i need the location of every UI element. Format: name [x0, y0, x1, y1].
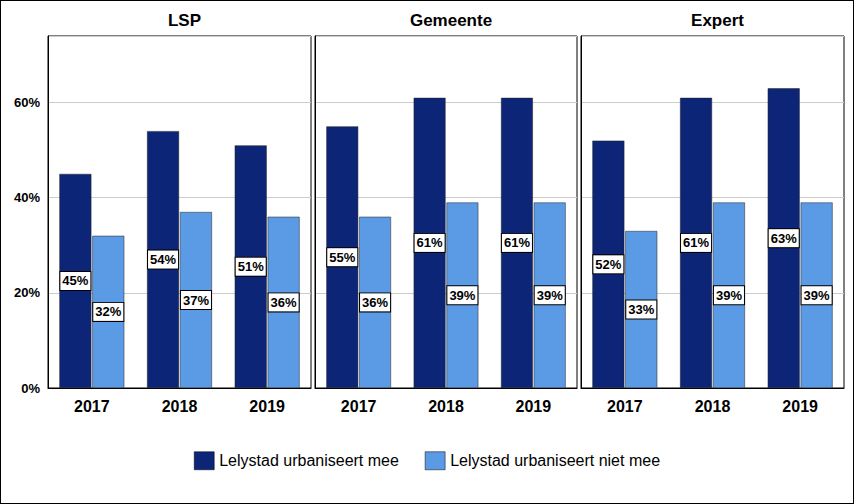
- svg-text:2019: 2019: [782, 398, 818, 415]
- svg-text:LSP: LSP: [168, 11, 201, 30]
- svg-text:2019: 2019: [516, 398, 552, 415]
- svg-text:32%: 32%: [95, 304, 121, 319]
- svg-text:Lelystad urbaniseert niet mee: Lelystad urbaniseert niet mee: [450, 452, 660, 469]
- svg-text:33%: 33%: [628, 302, 654, 317]
- svg-text:0%: 0%: [21, 381, 40, 396]
- svg-text:Gemeente: Gemeente: [410, 11, 492, 30]
- svg-text:61%: 61%: [683, 235, 709, 250]
- svg-text:37%: 37%: [183, 293, 209, 308]
- svg-text:39%: 39%: [804, 288, 830, 303]
- svg-text:2018: 2018: [162, 398, 198, 415]
- svg-text:61%: 61%: [504, 235, 530, 250]
- svg-text:63%: 63%: [771, 231, 797, 246]
- svg-text:45%: 45%: [62, 273, 88, 288]
- svg-text:2017: 2017: [341, 398, 377, 415]
- svg-text:52%: 52%: [595, 257, 621, 272]
- svg-text:Lelystad urbaniseert mee: Lelystad urbaniseert mee: [219, 452, 399, 469]
- svg-text:55%: 55%: [329, 250, 355, 265]
- svg-text:39%: 39%: [716, 288, 742, 303]
- svg-text:2018: 2018: [695, 398, 731, 415]
- svg-text:36%: 36%: [362, 295, 388, 310]
- svg-text:Expert: Expert: [691, 11, 744, 30]
- svg-text:54%: 54%: [150, 252, 176, 267]
- svg-text:36%: 36%: [271, 295, 297, 310]
- svg-text:2019: 2019: [249, 398, 285, 415]
- svg-text:2018: 2018: [428, 398, 464, 415]
- svg-text:39%: 39%: [537, 288, 563, 303]
- svg-text:39%: 39%: [449, 288, 475, 303]
- svg-text:20%: 20%: [14, 285, 40, 300]
- svg-text:2017: 2017: [607, 398, 643, 415]
- svg-text:40%: 40%: [14, 190, 40, 205]
- svg-text:51%: 51%: [238, 259, 264, 274]
- svg-text:2017: 2017: [74, 398, 110, 415]
- svg-text:61%: 61%: [417, 235, 443, 250]
- svg-text:60%: 60%: [14, 95, 40, 110]
